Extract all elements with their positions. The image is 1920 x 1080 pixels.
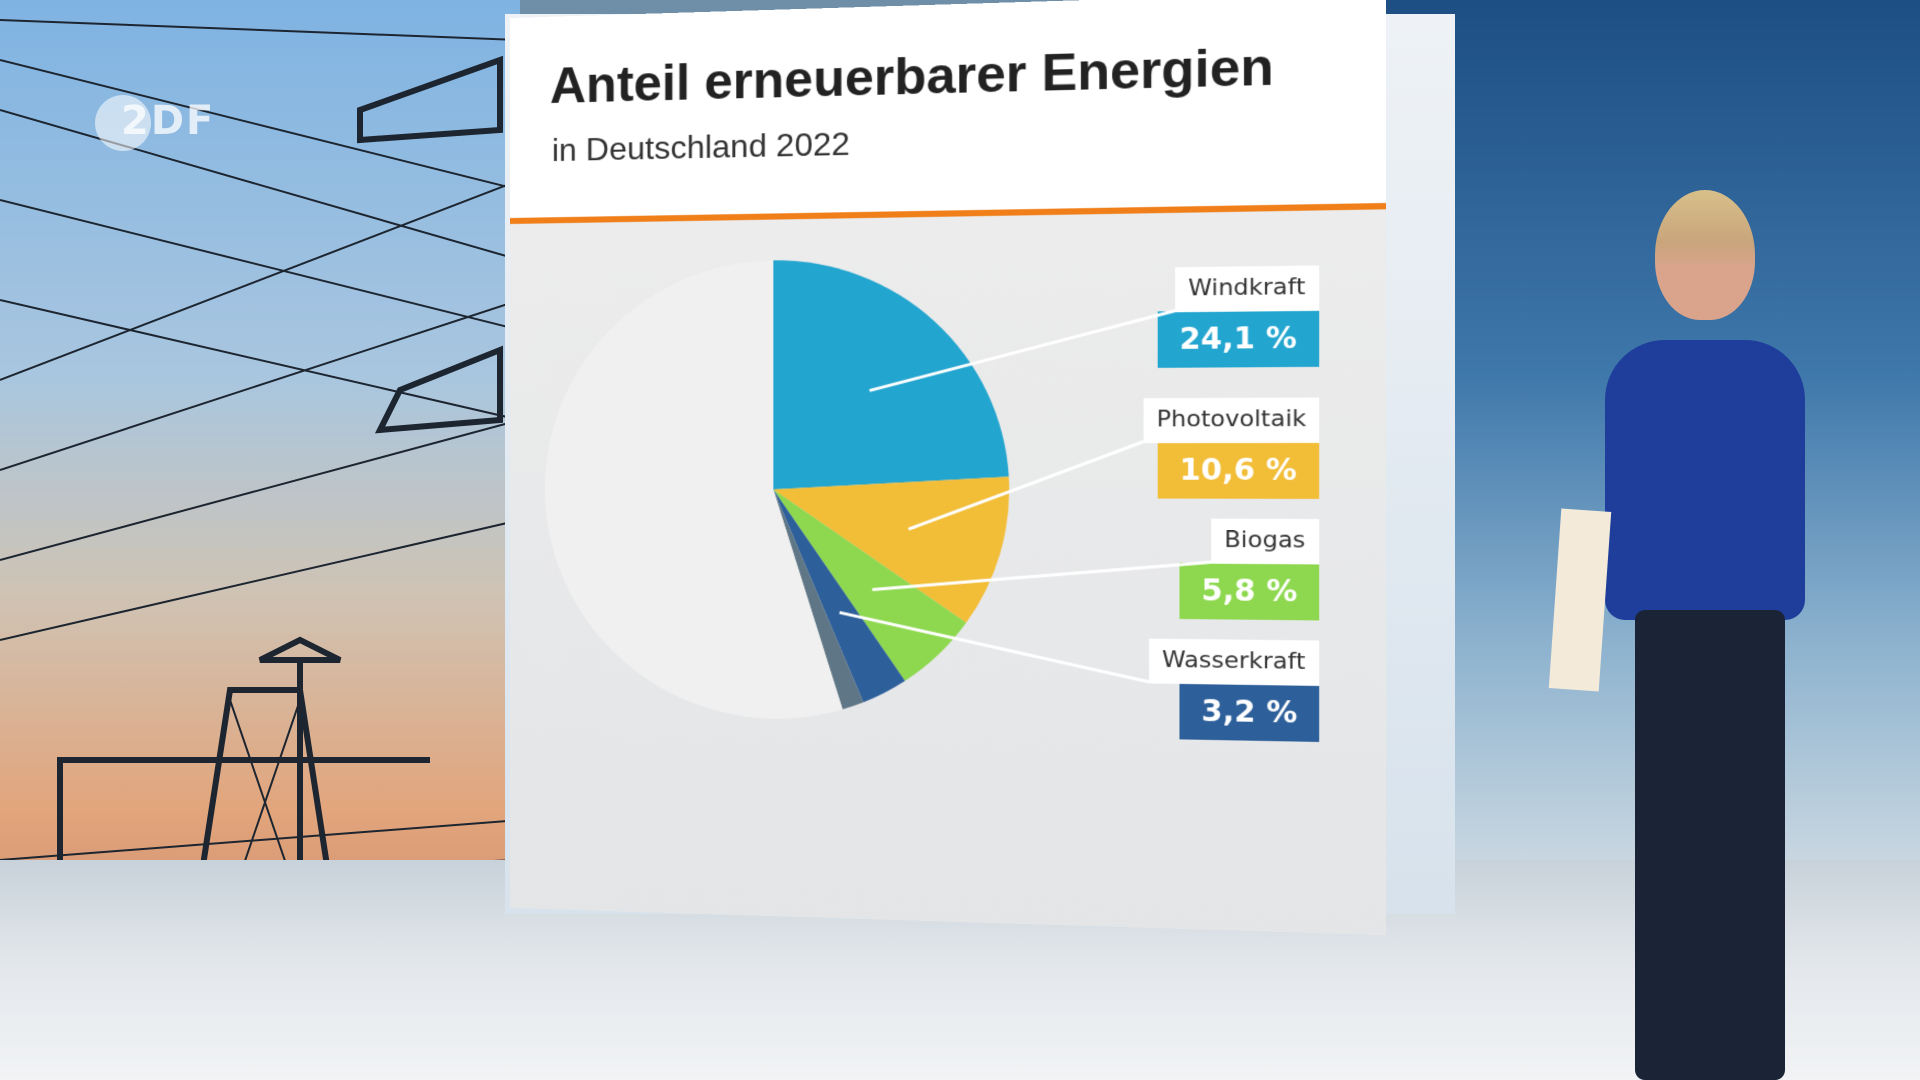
leader-line-ext-photovoltaik: [1144, 440, 1320, 443]
presenter-torso: [1605, 340, 1805, 620]
infographic-header: Anteil erneuerbarer Energien in Deutschl…: [510, 0, 1386, 223]
presenter: [1595, 190, 1855, 1080]
data-label-biogas: 5,8 %: [1179, 562, 1319, 620]
zdf-logo: 2DF: [95, 95, 215, 151]
chart-subtitle: in Deutschland 2022: [552, 125, 850, 169]
infographic-panel: Anteil erneuerbarer Energien in Deutschl…: [510, 0, 1386, 935]
presenter-legs: [1635, 610, 1785, 1080]
data-label-windkraft: 24,1 %: [1158, 310, 1319, 368]
chart-title: Anteil erneuerbarer Energien: [550, 36, 1274, 115]
data-label-photovoltaik: 10,6 %: [1158, 442, 1319, 499]
presenter-head: [1655, 190, 1755, 320]
legend-label-photovoltaik: Photovoltaik: [1144, 397, 1320, 442]
legend-label-biogas: Biogas: [1211, 519, 1319, 564]
data-label-wasserkraft: 3,2 %: [1179, 683, 1319, 742]
legend-label-windkraft: Windkraft: [1175, 265, 1319, 311]
legend-label-wasserkraft: Wasserkraft: [1149, 639, 1319, 685]
pie-slice-windkraft: [773, 257, 1008, 490]
